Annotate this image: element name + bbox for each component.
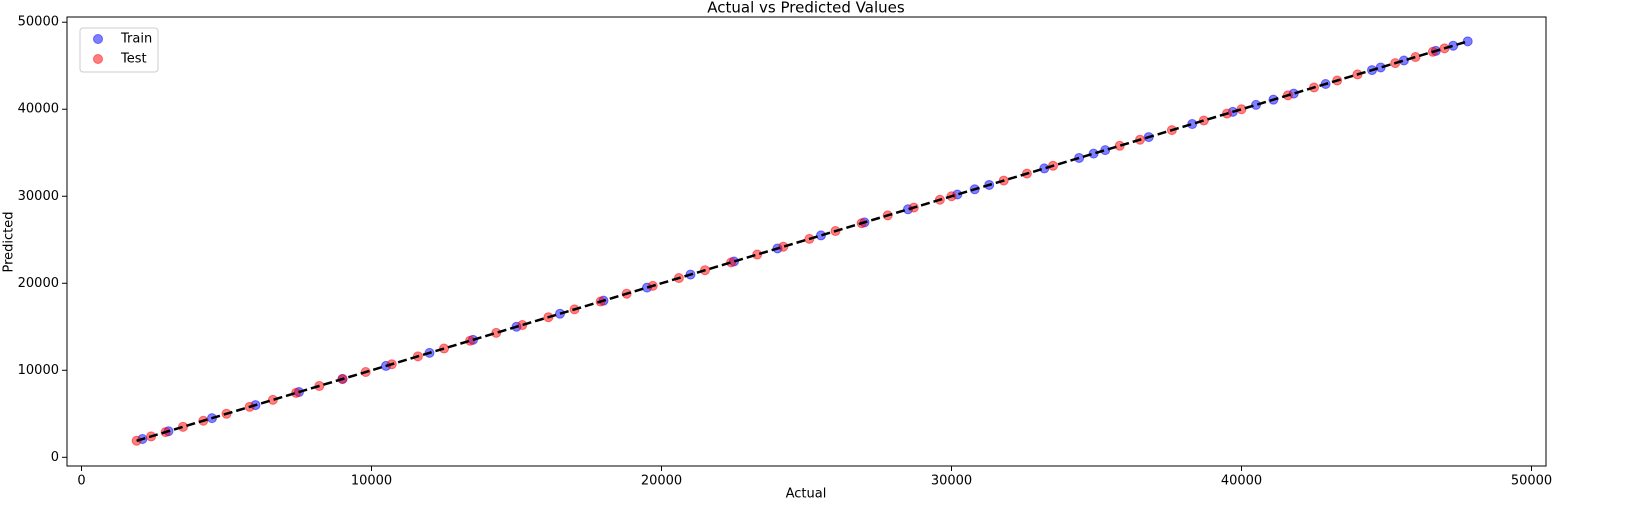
chart-title: Actual vs Predicted Values xyxy=(707,0,905,17)
point xyxy=(267,394,278,405)
legend-label: Train xyxy=(120,32,152,47)
x-tick-label: 10000 xyxy=(351,474,392,489)
x-tick-label: 40000 xyxy=(1221,474,1262,489)
point xyxy=(1410,52,1421,63)
point xyxy=(726,257,737,268)
plot-frame xyxy=(66,16,1547,467)
legend-label: Test xyxy=(120,52,147,67)
point xyxy=(1187,119,1198,130)
point xyxy=(1100,145,1111,156)
x-tick-label: 30000 xyxy=(931,474,972,489)
x-tick-label: 50000 xyxy=(1511,474,1552,489)
point xyxy=(778,241,789,252)
point xyxy=(816,230,826,241)
point xyxy=(1462,36,1473,47)
reference-line xyxy=(136,40,1469,442)
y-tick-label: 30000 xyxy=(18,189,59,204)
x-axis-label: Actual xyxy=(786,487,827,502)
point xyxy=(752,249,763,260)
point xyxy=(1375,62,1386,73)
y-tick-label: 40000 xyxy=(18,102,59,117)
point xyxy=(1251,99,1261,110)
point xyxy=(291,387,302,398)
point xyxy=(517,320,528,331)
point xyxy=(1088,148,1099,159)
point xyxy=(178,421,188,432)
y-tick-label: 10000 xyxy=(18,363,59,378)
y-tick-label: 0 xyxy=(51,450,59,465)
x-tick-label: 0 xyxy=(77,474,85,489)
y-tick-label: 50000 xyxy=(18,15,59,30)
y-axis-label: Predicted xyxy=(2,211,17,272)
point xyxy=(1114,140,1125,151)
point xyxy=(465,335,476,346)
point xyxy=(1236,104,1247,115)
legend-marker xyxy=(93,34,103,44)
point xyxy=(1074,152,1085,163)
point xyxy=(491,327,502,338)
point xyxy=(1198,115,1209,126)
legend-marker xyxy=(93,54,103,64)
y-tick-label: 20000 xyxy=(18,276,59,291)
x-tick-label: 20000 xyxy=(641,474,682,489)
